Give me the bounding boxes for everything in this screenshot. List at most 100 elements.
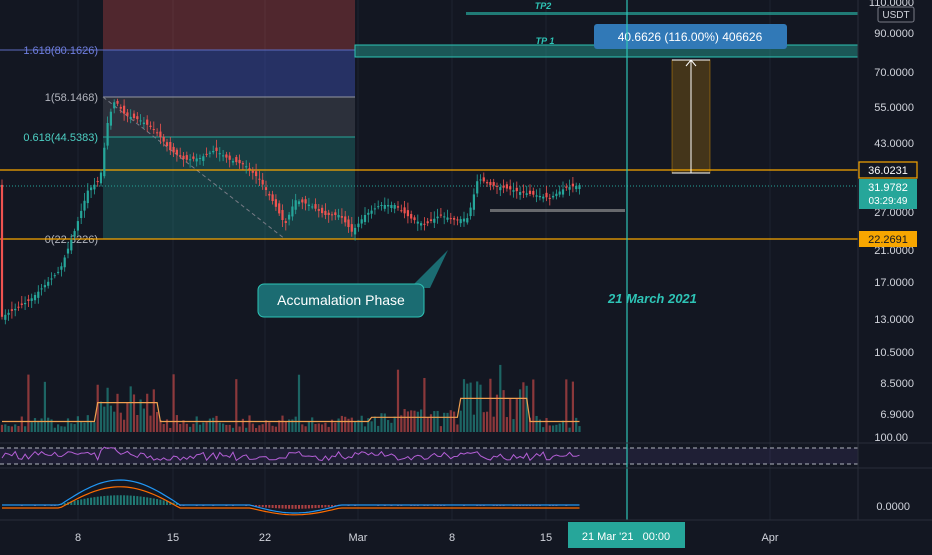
volume-bar [40, 418, 43, 432]
volume-bar [152, 389, 155, 432]
candle-body [383, 205, 386, 209]
candle-body [80, 210, 83, 219]
candle-body [476, 181, 479, 194]
volume-bar [317, 423, 320, 432]
fib-label-0618: 0.618(44.5383) [23, 132, 98, 144]
y-tick-105: 10.5000 [874, 347, 914, 359]
candle-body [433, 218, 436, 223]
candle-body [360, 219, 363, 224]
candle-body [218, 153, 221, 155]
macd-hist-bar [116, 495, 119, 505]
candle-body [304, 199, 307, 204]
tp2-zone [466, 12, 858, 15]
candle-body [47, 281, 50, 286]
candle-body [301, 199, 304, 203]
candle-body [278, 203, 281, 214]
currency-label: USDT [882, 10, 909, 21]
volume-bar [218, 422, 221, 432]
x-tick-mar-15: 15 [540, 532, 552, 544]
candle-body [406, 210, 409, 217]
candle-body [350, 224, 353, 232]
candle-body [126, 112, 129, 116]
candle-body [268, 193, 271, 196]
macd-hist-bar [331, 505, 333, 507]
candle-body [33, 295, 37, 301]
candle-body [248, 168, 251, 170]
volume-bar [47, 417, 50, 432]
candle-body [367, 212, 370, 215]
candle-body [43, 285, 46, 288]
volume-bar [370, 421, 373, 432]
macd-hist-bar [126, 495, 129, 505]
macd-hist-bar [113, 495, 116, 505]
macd-hist-bar [136, 496, 139, 505]
fib-label-1: 1(58.1468) [45, 92, 98, 104]
candle-body [363, 215, 367, 222]
candle-body [542, 196, 545, 199]
volume-bar [33, 418, 37, 432]
macd-hist-bar [109, 495, 112, 505]
volume-bar [202, 422, 205, 432]
volume-bar [294, 416, 297, 432]
currency-badge[interactable] [877, 6, 915, 23]
candle-body [261, 179, 264, 185]
candle-body [314, 204, 317, 209]
current-price-label: 31.9782 [868, 182, 908, 194]
macd-hist-bar [142, 496, 145, 505]
candle-body [245, 166, 248, 168]
candle-body [558, 191, 561, 195]
candle-body [10, 309, 13, 311]
volume-bar [159, 420, 162, 432]
price-axis[interactable] [858, 0, 932, 520]
macd-tick-0: 0.0000 [876, 501, 910, 513]
volume-bar [449, 410, 452, 432]
y-tick-90: 90.0000 [874, 28, 914, 40]
candle-body [403, 207, 406, 214]
candle-body [159, 131, 162, 138]
volume-bar [208, 418, 211, 432]
volume-bar [96, 384, 99, 432]
candle-body [297, 201, 301, 205]
volume-bar [172, 374, 175, 432]
candle-body [103, 147, 106, 177]
candle-body [377, 206, 380, 208]
macd-hist-bar [255, 505, 258, 507]
volume-bar [281, 415, 284, 432]
candle-body [321, 207, 324, 214]
measure-label: 40.6626 (116.00%) 406626 [618, 30, 763, 44]
candle-body [324, 210, 327, 215]
candle-body [532, 190, 535, 195]
volume-bar [189, 426, 192, 432]
volume-bar [393, 416, 396, 432]
cursor-date-tag [568, 522, 685, 548]
volume-bar [545, 418, 548, 432]
volume-bar [552, 425, 555, 432]
candle-body [327, 212, 330, 215]
volume-bar [367, 418, 370, 432]
candle-body [264, 187, 268, 190]
volume-bar [314, 423, 317, 432]
candle-body [149, 125, 152, 127]
volume-bar [264, 420, 268, 432]
volume-bar [222, 423, 225, 432]
volume-bar [429, 414, 433, 432]
volume-bar [522, 382, 525, 432]
time-axis[interactable] [0, 520, 932, 550]
candle-body [505, 184, 508, 189]
candle-body [469, 207, 472, 217]
volume-bar [182, 420, 185, 432]
macd-hist-bar [291, 505, 294, 509]
macd-hist-bar [106, 495, 109, 505]
volume-bar [80, 421, 83, 432]
candle-body [139, 120, 142, 122]
volume-bar [492, 416, 495, 432]
macd-hist-bar [271, 505, 274, 508]
macd-hist-bar [70, 501, 73, 505]
volume-bar [261, 424, 264, 432]
volume-bar [426, 417, 429, 432]
y-tick-55: 55.0000 [874, 102, 914, 114]
volume-bar [66, 418, 70, 432]
volume-bar [396, 369, 400, 432]
